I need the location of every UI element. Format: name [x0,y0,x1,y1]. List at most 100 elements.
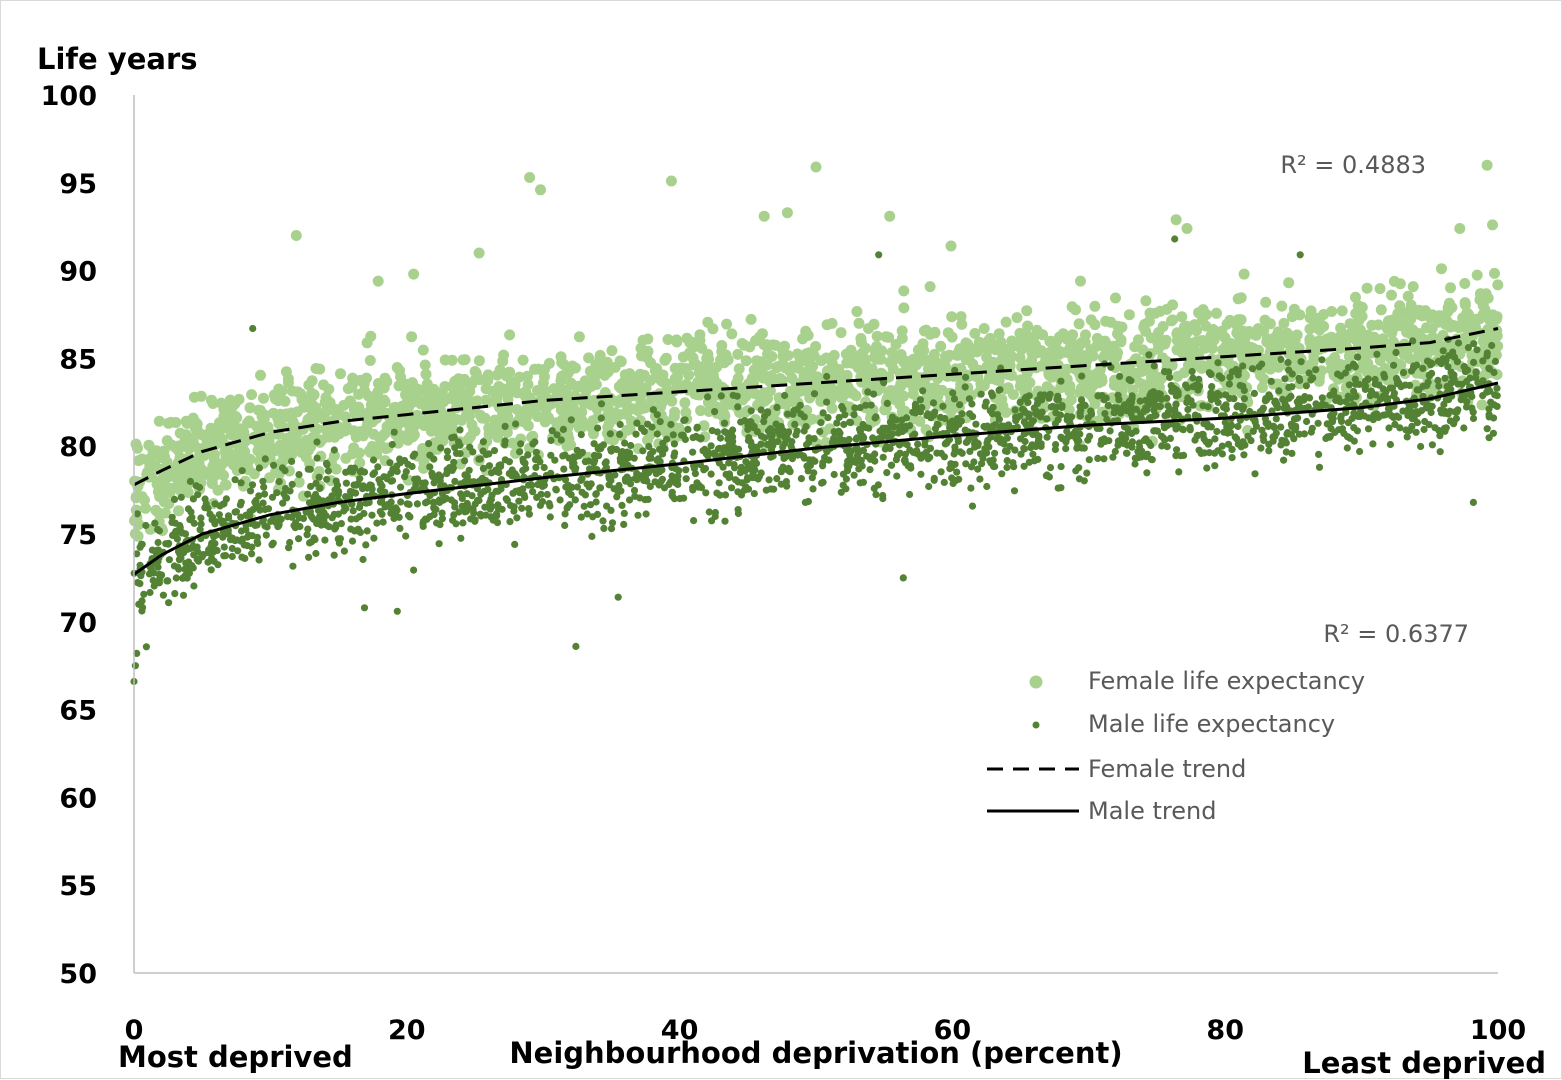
male-point [1309,374,1317,382]
female-point [826,402,838,414]
male-point [717,392,725,400]
female-point [1000,316,1012,328]
male-point [248,481,257,489]
female-point [133,519,145,530]
male-point [823,372,831,381]
male-point [1094,454,1102,462]
male-point [1275,387,1283,395]
male-point [1463,398,1471,406]
female-point [1065,394,1077,406]
male-point [431,505,439,513]
male-point [681,435,690,444]
male-point [1485,434,1493,442]
male-point [356,475,364,483]
male-point [1272,415,1280,423]
male-point [219,500,227,508]
male-point [823,398,831,406]
female-point [914,415,926,427]
male-point [1080,477,1088,485]
female-point [503,366,515,378]
male-point [1468,392,1476,401]
female-point [173,480,185,492]
male-point [715,445,723,453]
male-point [1140,436,1148,444]
male-point [1428,360,1436,368]
male-point [476,455,484,463]
x-tick-label: 0 [125,1015,144,1046]
male-point [1442,396,1450,404]
male-point [724,449,732,457]
female-point [845,344,857,356]
male-point [660,484,669,492]
female-point [179,440,191,452]
male-point [859,478,868,486]
male-point [1307,428,1315,436]
male-point [306,539,314,547]
male-point [497,462,505,471]
female-point [140,502,151,514]
male-point [916,396,925,404]
male-point [1250,389,1258,397]
male-point [255,556,263,564]
y-tick-label: 85 [59,344,97,375]
female-point [1224,314,1236,326]
male-point [750,473,758,482]
female-point [255,405,266,416]
male-point [1301,393,1309,401]
female-point [150,504,162,516]
male-point [485,450,493,458]
male-point [1246,407,1254,416]
male-point [872,491,880,499]
male-point [1361,385,1369,393]
female-point [1402,290,1414,302]
female-point [920,324,932,336]
male-point [1171,235,1179,243]
male-point [521,493,529,501]
male-point [190,582,198,590]
male-point [556,496,564,504]
male-point [1488,341,1496,350]
female-point [532,411,543,422]
male-point [1003,463,1011,472]
male-point [510,503,518,511]
male-point [435,540,443,548]
female-point [683,369,695,381]
female-point [835,327,847,339]
female-point [239,446,251,458]
female-point [868,318,880,330]
female-point [207,398,219,409]
male-point [430,455,438,463]
female-point [1470,313,1482,325]
male-point [564,503,572,511]
female-point [895,349,907,360]
male-point [1332,396,1340,404]
female-point [473,355,485,367]
male-point [451,503,459,511]
female-point [745,313,757,325]
male-point [981,423,990,431]
male-point [937,468,945,476]
female-point [409,387,421,399]
male-point [1213,427,1221,436]
male-point [948,417,957,425]
male-point [1491,357,1499,365]
female-point [457,354,469,366]
male-point [720,419,729,427]
male-point [1122,434,1130,442]
female-point [535,399,547,411]
male-point [1218,442,1226,450]
female-point [722,354,734,366]
male-point [1469,498,1477,506]
male-point [347,515,355,523]
male-point [1369,440,1377,448]
female-point [1491,330,1503,342]
male-point [402,468,410,476]
female-point [1201,309,1212,320]
female-point [650,371,662,383]
female-point [498,349,510,361]
male-point [1034,455,1042,463]
female-point [707,323,719,335]
female-point [716,340,728,351]
female-point [364,355,376,366]
male-point [295,514,303,522]
